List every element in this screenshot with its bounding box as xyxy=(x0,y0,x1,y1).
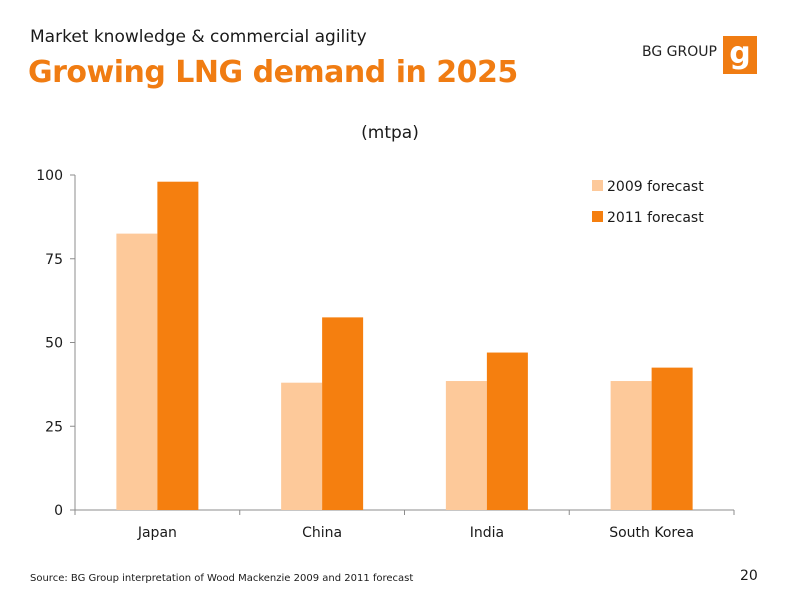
bar-2009-india xyxy=(445,381,487,510)
slide-title: Growing LNG demand in 2025 xyxy=(28,55,518,90)
legend-swatch xyxy=(592,211,603,222)
source-note: Source: BG Group interpretation of Wood … xyxy=(30,573,414,584)
bg-logo-icon: g xyxy=(723,36,757,74)
bar-2011-south-korea xyxy=(651,367,693,510)
x-tick-label: South Korea xyxy=(609,525,694,541)
bar-2009-china xyxy=(281,382,323,510)
x-tick-label: India xyxy=(470,525,504,541)
bar-2011-india xyxy=(486,352,528,510)
legend-swatch xyxy=(592,180,603,191)
legend-label: 2009 forecast xyxy=(607,179,704,195)
bar-2011-china xyxy=(322,317,364,510)
bar-2009-japan xyxy=(116,233,158,510)
y-tick-label: 0 xyxy=(54,503,63,519)
x-tick-label: China xyxy=(302,525,342,541)
slide-subtitle: Market knowledge & commercial agility xyxy=(30,27,367,47)
chart-unit-label: (mtpa) xyxy=(361,123,419,143)
bar-2011-japan xyxy=(157,181,199,510)
legend-label: 2011 forecast xyxy=(607,210,704,226)
page-number: 20 xyxy=(740,568,758,584)
y-tick-label: 50 xyxy=(45,336,63,352)
bar-2009-south-korea xyxy=(610,381,652,510)
y-tick-label: 100 xyxy=(36,168,63,184)
x-tick-label: Japan xyxy=(137,525,177,541)
brand-name: BG GROUP xyxy=(642,44,717,60)
y-tick-label: 75 xyxy=(45,252,63,268)
y-tick-label: 25 xyxy=(45,419,63,435)
